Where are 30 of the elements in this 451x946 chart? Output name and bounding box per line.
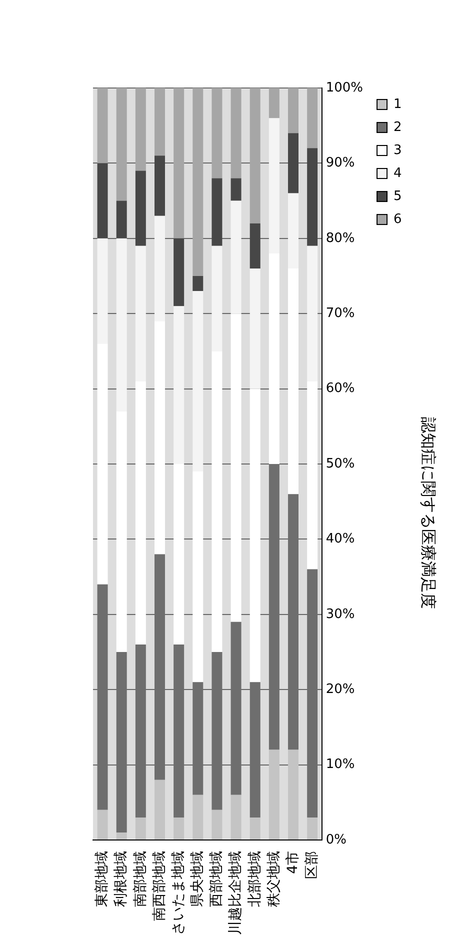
x-tick-label: 南部地域 (132, 851, 148, 907)
legend-label: 3 (394, 142, 402, 158)
y-tick-label: 50% (326, 456, 355, 472)
x-tick-label: さいたま地域 (170, 851, 186, 935)
legend-label: 4 (394, 166, 402, 181)
y-tick-label: 10% (326, 757, 355, 772)
x-tick-label: 県央地域 (190, 851, 206, 907)
y-tick-label: 70% (326, 306, 355, 321)
x-tick-label: 4市 (284, 851, 301, 874)
y-tick-label: 60% (326, 381, 355, 396)
x-tick-label: 東部地域 (94, 851, 110, 907)
text: 認知症に関する医療満足度 (419, 417, 438, 609)
x-tick-label: 北部地域 (246, 851, 263, 907)
x-tick-label: 区部 (304, 851, 320, 879)
y-tick-label: 30% (326, 606, 355, 622)
y-tick-label: 0% (326, 832, 346, 848)
x-tick-label: 利根地域 (113, 851, 130, 907)
legend-label: 6 (394, 212, 402, 227)
x-tick-label: 川越比企地域 (228, 851, 244, 935)
legend-label: 5 (394, 188, 402, 204)
y-tick-label: 100% (326, 80, 364, 96)
y-tick-label: 20% (326, 682, 355, 697)
x-tick-label: 西部地域 (208, 851, 225, 907)
legend-label: 2 (394, 120, 402, 135)
legend-label: 1 (394, 96, 402, 112)
y-tick-label: 90% (326, 156, 355, 171)
y-tick-label: 40% (326, 532, 355, 547)
y-tick-label: 80% (326, 230, 355, 246)
x-tick-label: 秩父地域 (266, 851, 282, 907)
x-tick-label: 南西部地域 (151, 851, 168, 921)
